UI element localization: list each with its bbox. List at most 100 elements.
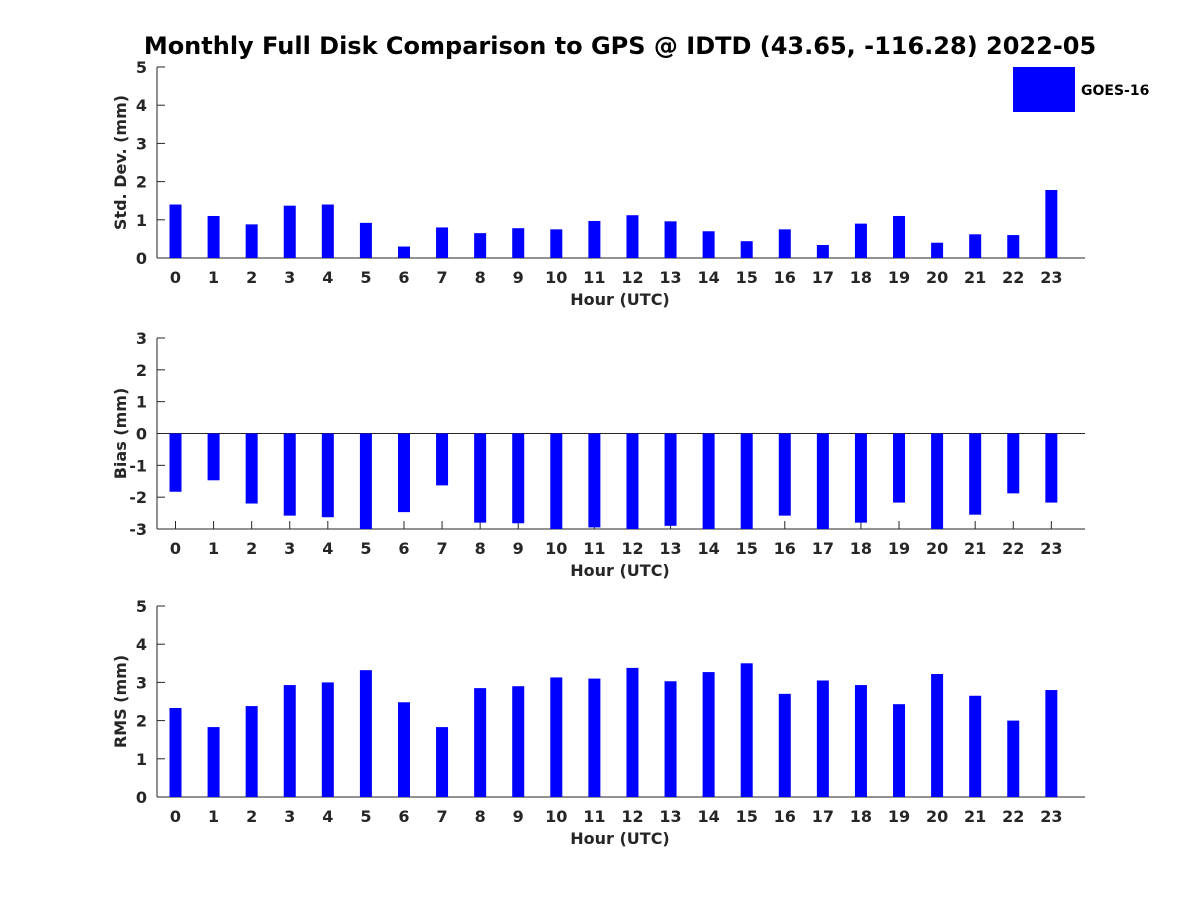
bar-hour-20 <box>931 242 944 258</box>
bar-hour-5 <box>359 670 372 797</box>
y-tick-label: 4 <box>136 635 147 654</box>
bar-hour-2 <box>245 224 258 258</box>
bar-hour-6 <box>397 246 410 258</box>
bar-hour-6 <box>397 433 410 513</box>
x-tick-label: 20 <box>926 807 948 826</box>
x-tick-label: 6 <box>398 807 409 826</box>
x-tick-label: 0 <box>170 807 181 826</box>
x-tick-label: 23 <box>1040 539 1062 558</box>
bar-hour-3 <box>283 685 296 797</box>
y-tick-label: 0 <box>136 249 147 268</box>
x-tick-label: 21 <box>964 807 986 826</box>
y-tick-label: 3 <box>136 329 147 348</box>
legend: GOES-16 <box>1013 67 1149 112</box>
bar-hour-4 <box>321 204 334 258</box>
bar-hour-0 <box>169 707 182 797</box>
x-axis-label: Hour (UTC) <box>570 290 670 309</box>
x-tick-label: 13 <box>659 539 681 558</box>
x-tick-label: 22 <box>1002 807 1024 826</box>
x-tick-label: 21 <box>964 268 986 287</box>
x-tick-label: 17 <box>812 268 834 287</box>
x-tick-label: 21 <box>964 539 986 558</box>
bar-hour-16 <box>778 433 791 516</box>
y-tick-label: -1 <box>129 456 147 475</box>
y-tick-label: 1 <box>136 750 147 769</box>
bar-hour-1 <box>207 433 220 481</box>
bar-hour-15 <box>740 663 753 797</box>
x-tick-label: 7 <box>436 539 447 558</box>
x-tick-label: 4 <box>322 268 333 287</box>
legend-label: GOES-16 <box>1081 83 1149 99</box>
bar-hour-3 <box>283 205 296 258</box>
bar-hour-7 <box>436 227 449 258</box>
bar-hour-15 <box>740 433 753 529</box>
bar-hour-13 <box>664 681 677 797</box>
x-tick-label: 20 <box>926 268 948 287</box>
bar-hour-0 <box>169 433 182 492</box>
x-tick-label: 9 <box>513 268 524 287</box>
bar-hour-4 <box>321 682 334 797</box>
bar-hour-18 <box>854 685 867 797</box>
x-tick-label: 13 <box>659 807 681 826</box>
x-tick-label: 1 <box>208 268 219 287</box>
y-tick-label: 3 <box>136 673 147 692</box>
legend-swatch <box>1013 67 1075 112</box>
x-tick-label: 14 <box>697 807 719 826</box>
bar-hour-8 <box>474 688 487 797</box>
bar-hour-18 <box>854 223 867 258</box>
bar-hour-14 <box>702 433 715 529</box>
x-tick-label: 8 <box>475 807 486 826</box>
bar-hour-3 <box>283 433 296 516</box>
y-tick-label: 2 <box>136 361 147 380</box>
x-tick-label: 14 <box>697 268 719 287</box>
y-axis-label: Std. Dev. (mm) <box>111 95 130 230</box>
y-tick-label: 5 <box>136 58 147 77</box>
x-tick-label: 18 <box>850 807 872 826</box>
x-tick-label: 22 <box>1002 268 1024 287</box>
bar-hour-7 <box>436 433 449 486</box>
y-tick-label: 2 <box>136 712 147 731</box>
x-tick-label: 4 <box>322 807 333 826</box>
x-tick-label: 16 <box>774 268 796 287</box>
x-tick-label: 12 <box>621 539 643 558</box>
y-tick-label: 0 <box>136 788 147 807</box>
bar-hour-9 <box>512 228 525 258</box>
x-tick-label: 8 <box>475 268 486 287</box>
x-tick-label: 9 <box>513 807 524 826</box>
x-tick-label: 5 <box>360 807 371 826</box>
x-tick-label: 8 <box>475 539 486 558</box>
x-tick-label: 13 <box>659 268 681 287</box>
x-tick-label: 11 <box>583 807 605 826</box>
x-tick-label: 6 <box>398 268 409 287</box>
bar-hour-1 <box>207 215 220 258</box>
bar-hour-20 <box>931 673 944 797</box>
x-tick-label: 17 <box>812 807 834 826</box>
x-tick-label: 5 <box>360 539 371 558</box>
x-tick-label: 2 <box>246 807 257 826</box>
bar-hour-11 <box>588 220 601 258</box>
x-tick-label: 0 <box>170 268 181 287</box>
bar-hour-2 <box>245 706 258 797</box>
bar-hour-8 <box>474 433 487 523</box>
x-tick-label: 15 <box>736 268 758 287</box>
bar-hour-19 <box>893 433 906 503</box>
bar-hour-11 <box>588 678 601 797</box>
x-tick-label: 23 <box>1040 268 1062 287</box>
bar-hour-2 <box>245 433 258 504</box>
bar-hour-4 <box>321 433 334 518</box>
bar-hour-17 <box>816 433 829 529</box>
bar-hour-12 <box>626 215 639 258</box>
y-tick-label: 2 <box>136 173 147 192</box>
bar-hour-23 <box>1045 690 1058 797</box>
x-tick-label: 10 <box>545 807 567 826</box>
x-tick-label: 16 <box>774 539 796 558</box>
x-tick-label: 12 <box>621 268 643 287</box>
bar-hour-22 <box>1007 720 1020 797</box>
bar-hour-19 <box>893 704 906 797</box>
bar-hour-10 <box>550 229 563 258</box>
x-tick-label: 1 <box>208 807 219 826</box>
bar-hour-12 <box>626 433 639 529</box>
x-tick-label: 10 <box>545 539 567 558</box>
